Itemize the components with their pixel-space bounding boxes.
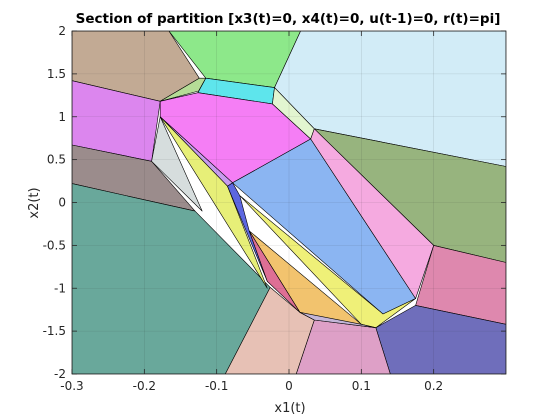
partition-region-23 [299, 311, 377, 329]
partition-regions [72, 31, 506, 374]
x-tick-label: 0.2 [424, 379, 443, 393]
y-tick-label: -1.5 [43, 324, 66, 338]
partition-region-25 [248, 230, 301, 313]
x-axis: -0.3 -0.2 -0.1 0 0.1 0.2 [60, 31, 443, 393]
y-tick-label: 1 [58, 110, 66, 124]
chart-title: Section of partition [x3(t)=0, x4(t)=0, … [76, 11, 501, 27]
y-tick-label: 1.5 [47, 67, 66, 81]
x-tick-label: 0 [285, 379, 293, 393]
y-tick-label: 0.5 [47, 153, 66, 167]
y-axis: -2 -1.5 -1 -0.5 0 0.5 1 1.5 2 [43, 24, 506, 381]
y-axis-label: x2(t) [27, 187, 42, 218]
y-tick-label: -0.5 [43, 238, 66, 252]
x-tick-label: -0.1 [205, 379, 228, 393]
partition-region-21 [239, 195, 416, 329]
partition-region-24 [227, 182, 268, 282]
grid [71, 30, 506, 375]
x-tick-label: -0.3 [60, 379, 83, 393]
partition-region-13 [159, 116, 268, 289]
x-tick-label: -0.2 [133, 379, 156, 393]
partition-region-18 [375, 305, 506, 374]
partition-region-11 [151, 116, 203, 212]
y-tick-label: 2 [58, 24, 66, 38]
y-tick-label: -2 [54, 367, 66, 381]
x-tick-label: 0.1 [352, 379, 371, 393]
plot-area [71, 30, 507, 375]
y-tick-label: -1 [54, 281, 66, 295]
partition-region-17 [415, 245, 506, 325]
y-tick-label: 0 [58, 196, 66, 210]
x-axis-label: x1(t) [274, 401, 305, 416]
